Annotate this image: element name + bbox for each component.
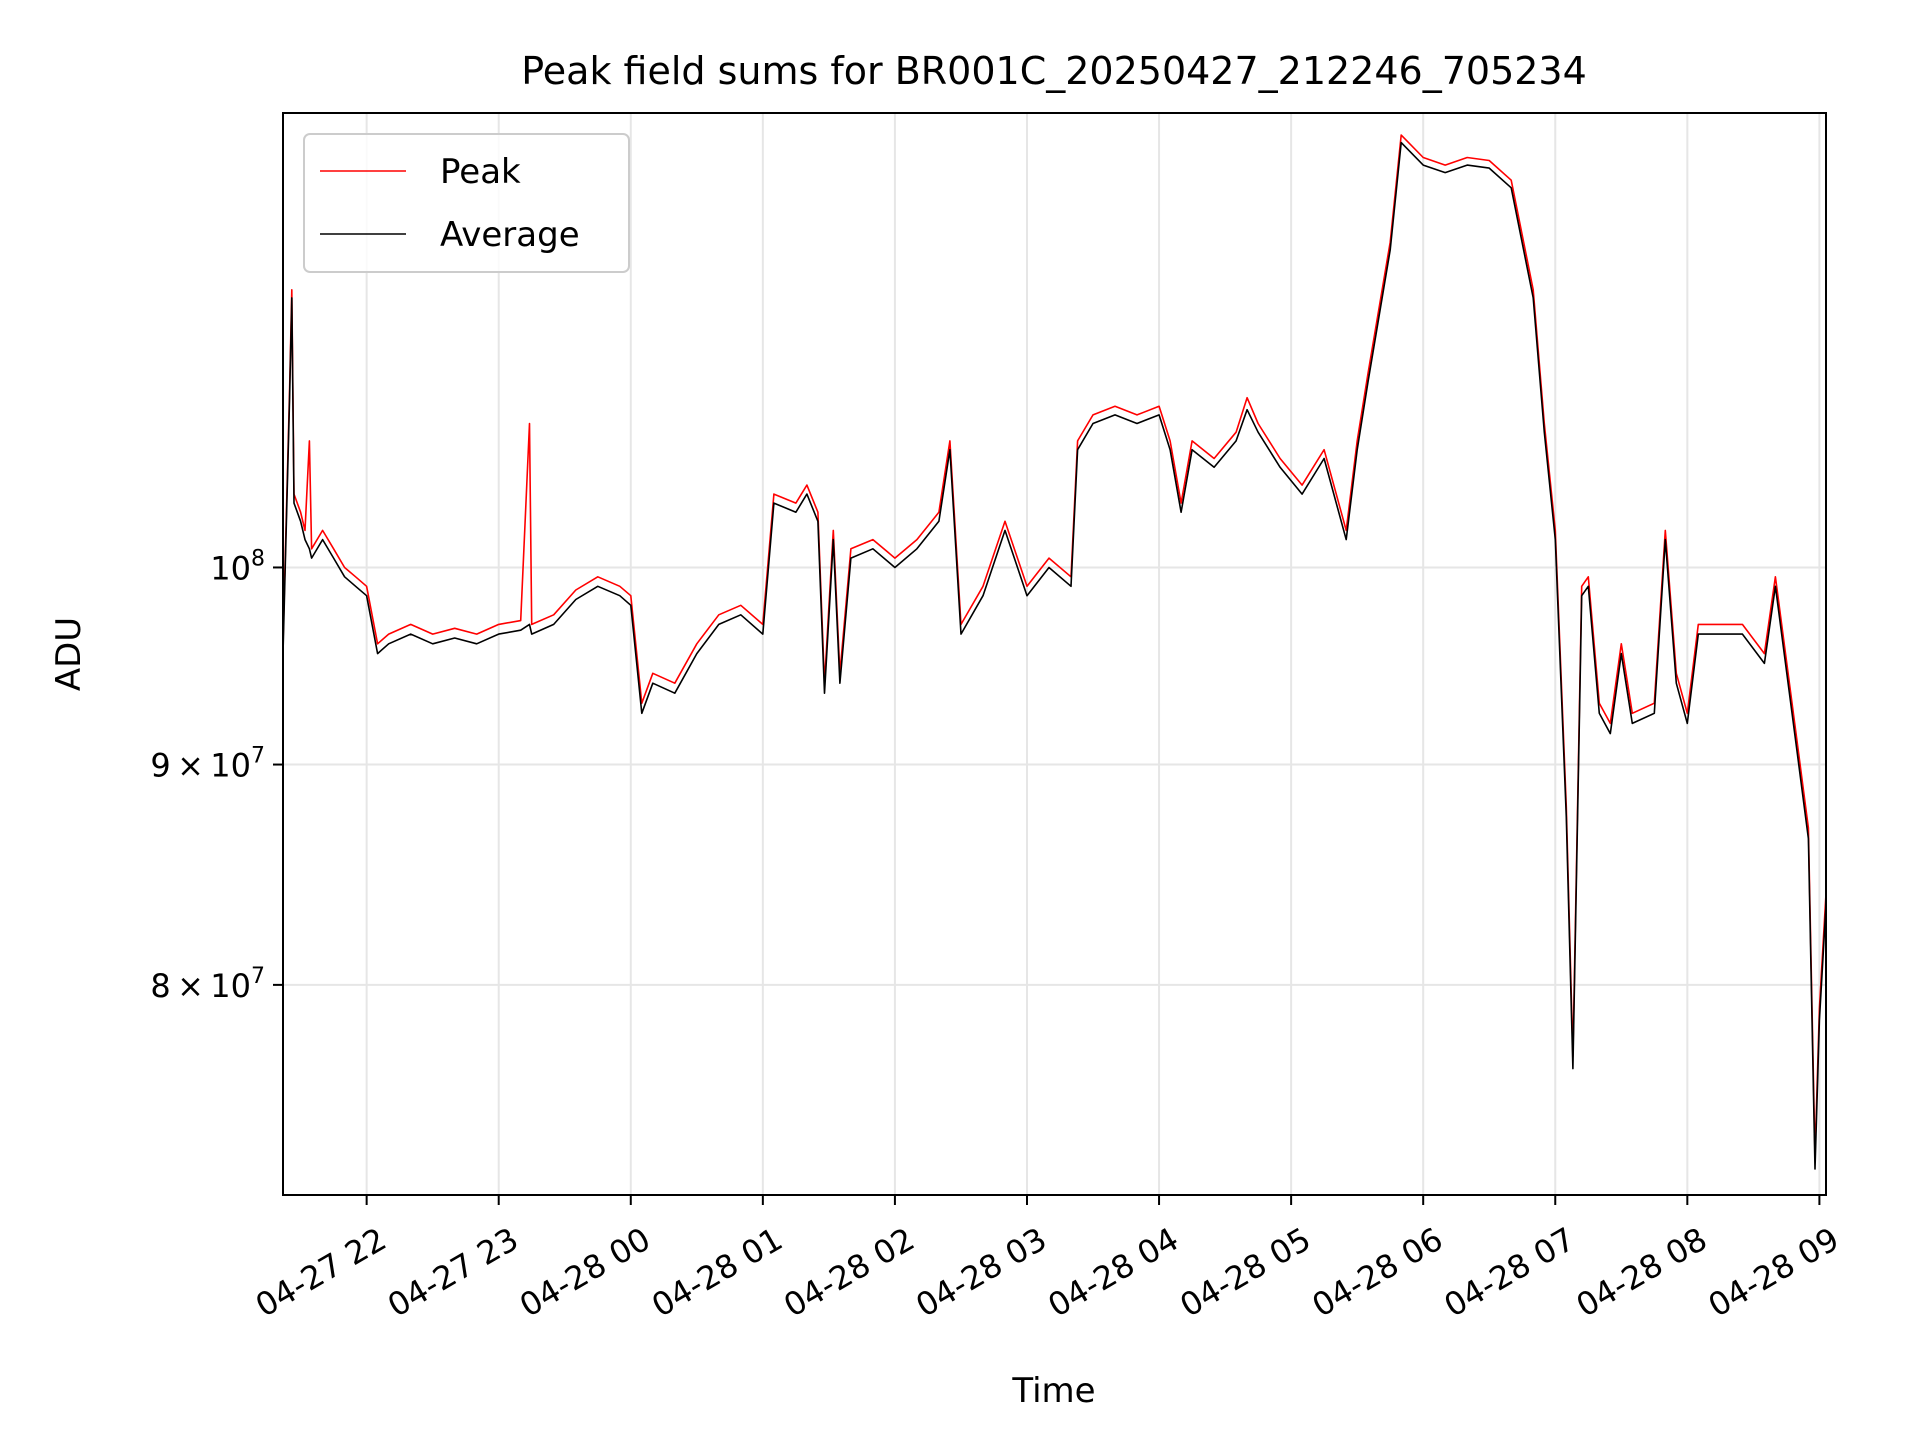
chart-title: Peak field sums for BR001C_20250427_2122… xyxy=(521,49,1587,93)
legend-label-average: Average xyxy=(440,215,580,255)
series-line-peak xyxy=(282,134,1827,1157)
y-axis-label: ADU xyxy=(49,617,89,691)
y-tick-label: 108 xyxy=(210,546,265,587)
y-tick-label: 8 × 107 xyxy=(150,964,265,1005)
y-tick-label: 9 × 107 xyxy=(150,744,265,785)
series-lines xyxy=(282,134,1827,1170)
series-line-average xyxy=(282,141,1827,1170)
x-axis-label: Time xyxy=(1011,1371,1095,1411)
legend: Peak Average xyxy=(303,133,630,273)
legend-label-peak: Peak xyxy=(440,152,521,192)
plot-frame xyxy=(282,112,1827,1196)
grid xyxy=(283,113,1826,1195)
y-axis: 8 × 107 9 × 107 108 xyxy=(150,546,283,1005)
legend-box xyxy=(303,133,630,273)
